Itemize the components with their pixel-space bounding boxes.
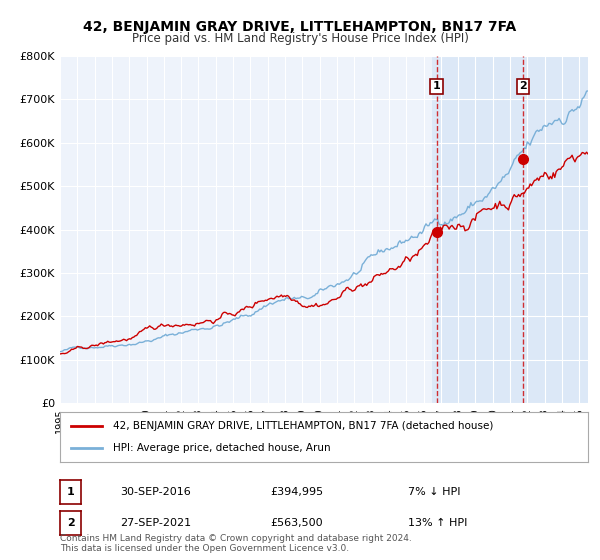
Text: £394,995: £394,995	[270, 487, 323, 497]
Text: Price paid vs. HM Land Registry's House Price Index (HPI): Price paid vs. HM Land Registry's House …	[131, 32, 469, 45]
Text: 42, BENJAMIN GRAY DRIVE, LITTLEHAMPTON, BN17 7FA (detached house): 42, BENJAMIN GRAY DRIVE, LITTLEHAMPTON, …	[113, 421, 493, 431]
Text: 27-SEP-2021: 27-SEP-2021	[120, 518, 191, 528]
Text: 1: 1	[67, 487, 74, 497]
Text: Contains HM Land Registry data © Crown copyright and database right 2024.
This d: Contains HM Land Registry data © Crown c…	[60, 534, 412, 553]
Text: HPI: Average price, detached house, Arun: HPI: Average price, detached house, Arun	[113, 443, 331, 453]
Bar	[432, 56, 588, 403]
Text: 2: 2	[67, 518, 74, 528]
Text: £563,500: £563,500	[270, 518, 323, 528]
Text: 13% ↑ HPI: 13% ↑ HPI	[408, 518, 467, 528]
Text: 7% ↓ HPI: 7% ↓ HPI	[408, 487, 461, 497]
Text: 2: 2	[519, 81, 527, 91]
Text: 1: 1	[433, 81, 440, 91]
Text: 30-SEP-2016: 30-SEP-2016	[120, 487, 191, 497]
Text: 42, BENJAMIN GRAY DRIVE, LITTLEHAMPTON, BN17 7FA: 42, BENJAMIN GRAY DRIVE, LITTLEHAMPTON, …	[83, 20, 517, 34]
